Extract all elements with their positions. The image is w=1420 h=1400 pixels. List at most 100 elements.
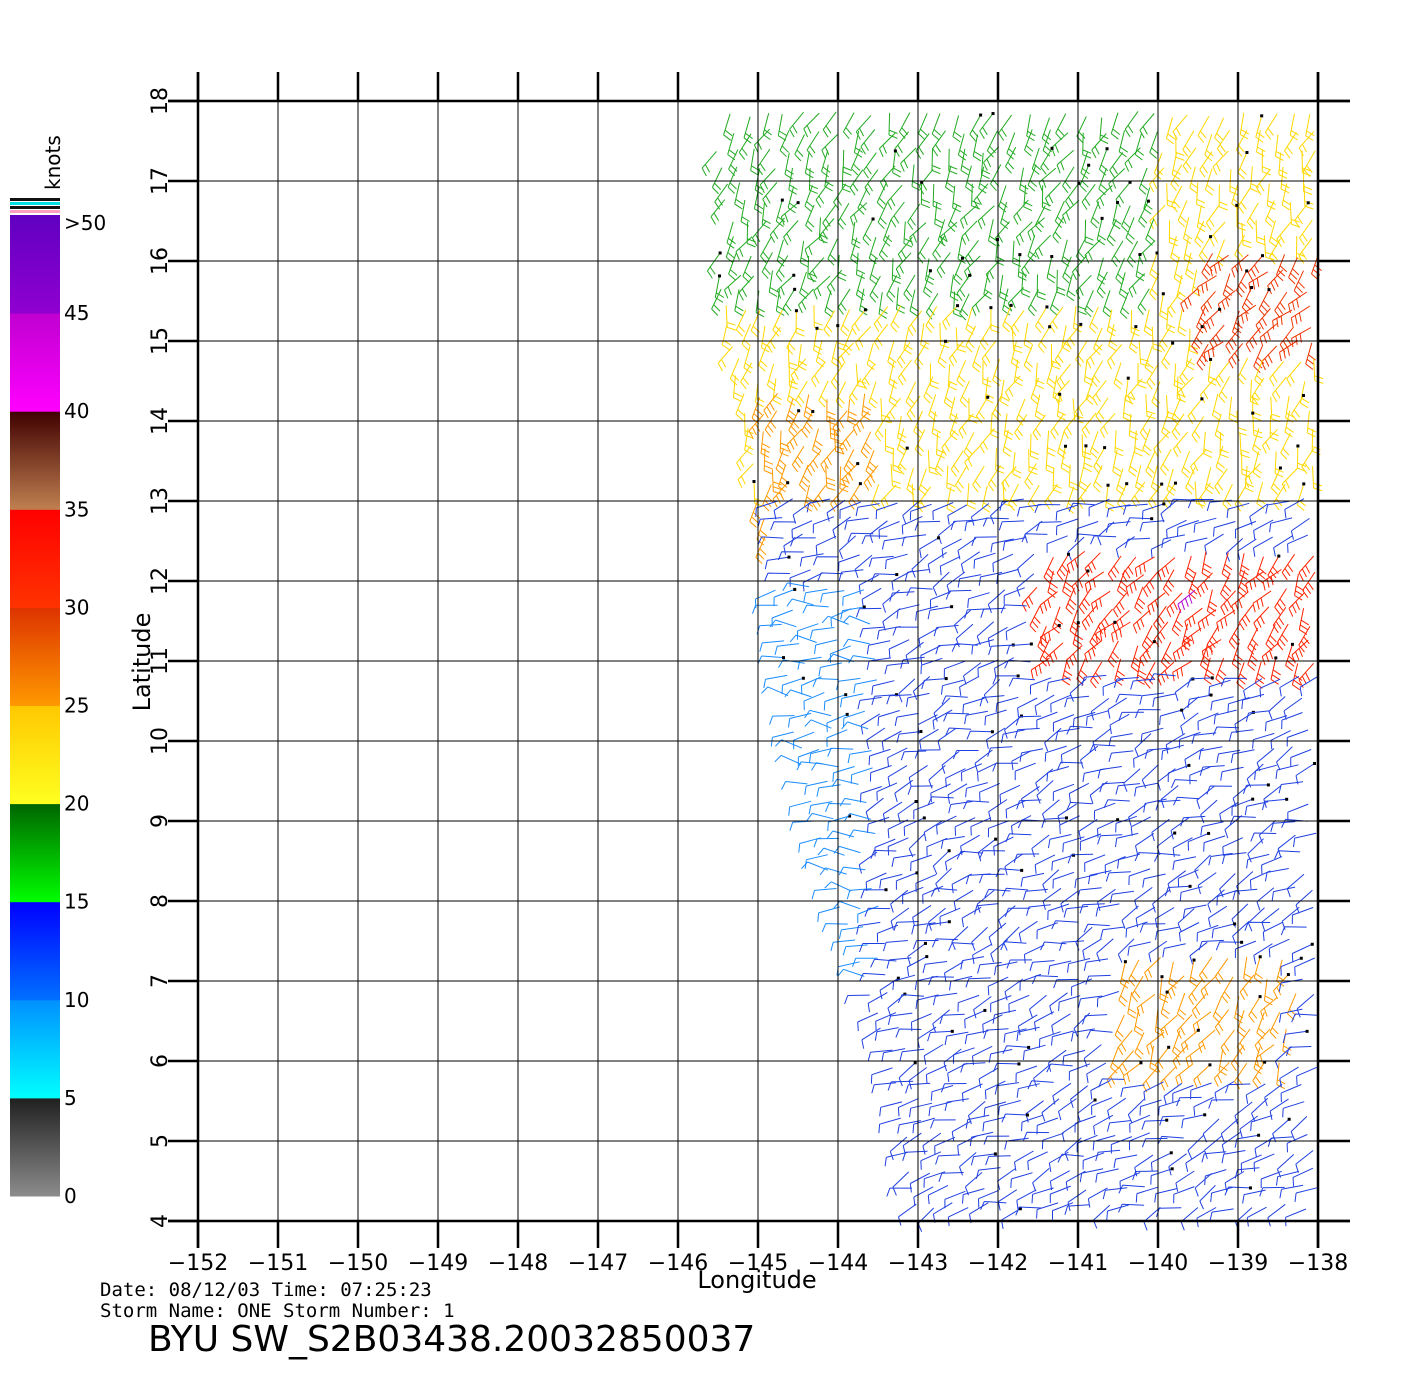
flag-marker [1200,397,1204,401]
wind-barb [965,325,977,353]
wind-barb [839,429,855,455]
wind-barb [804,719,832,729]
wind-barb [1034,205,1046,233]
wind-barb [1159,293,1169,321]
wind-barb [1255,556,1267,584]
flag-marker [1260,254,1264,258]
wind-barb [925,921,950,934]
wind-barb [1096,257,1107,285]
wind-barb [1000,379,1010,407]
wind-barb [1124,111,1139,138]
wind-barb [726,221,736,249]
wind-barb [1166,395,1177,421]
x-tick-label: −140 [1128,1251,1188,1276]
wind-barb [764,556,790,570]
wind-barb [1238,604,1254,631]
wind-barb [1075,340,1088,367]
wind-barb [1198,956,1213,983]
wind-barb [873,306,889,332]
wind-barb [1089,781,1108,804]
wind-barb [799,553,824,567]
wind-barb [842,944,868,956]
wind-barb [857,187,868,215]
wind-barb [981,340,997,367]
wind-barb [964,517,989,532]
wind-barb [1232,921,1250,945]
flag-marker [1063,444,1067,448]
x-tick-labels: −152 −151 −150 −149 −148 −147 −146 −145 −144 −143… [168,1251,1348,1276]
wind-barb [812,428,823,456]
wind-barb [1207,889,1225,913]
wind-barb [1196,343,1209,371]
wind-barb [1118,979,1128,1007]
wind-barb [902,1150,928,1161]
wind-barb [772,309,783,337]
wind-barb [1130,816,1152,836]
wind-barb [857,696,882,710]
wind-barb [868,237,879,265]
wind-barb [1291,907,1314,925]
flag-marker [1173,831,1177,835]
wind-barb [1082,938,1102,960]
colorbar-cap-stripe [10,198,60,201]
wind-barb [897,416,907,443]
wind-barb [998,114,1013,141]
wind-barb [1161,411,1171,439]
wind-barb [790,537,816,547]
wind-barb [1139,413,1153,441]
wind-barb [1062,836,1085,853]
wind-barb [1270,657,1281,685]
x-tick-label: −151 [248,1251,308,1276]
wind-barb [1047,903,1070,921]
wind-barb [1055,504,1078,521]
wind-barb [864,169,879,196]
product-id: BYU SW_S2B03438.20032850037 [148,1319,755,1360]
wind-barb [1015,715,1042,726]
wind-barb [1039,625,1060,646]
wind-barb [1172,639,1192,663]
wind-barb [1017,553,1035,578]
wind-barb [909,1172,931,1193]
wind-barb [827,747,854,757]
wind-barb [1191,732,1217,745]
wind-barb [941,751,960,774]
wind-barb [1096,218,1107,246]
wind-barb [1034,394,1045,422]
wind-barb [1083,958,1109,972]
wind-barb [922,961,948,974]
wind-barb [1281,554,1296,581]
wind-barb [1265,624,1277,651]
wind-barb [728,253,738,281]
wind-barb [932,850,950,875]
wind-barb [1072,622,1084,650]
flag-marker [979,113,983,117]
wind-barb [870,1067,893,1084]
wind-barb [1074,873,1098,889]
wind-barb [1274,451,1284,478]
wind-barb [979,850,1006,860]
wind-barb [929,363,939,390]
wind-barb [781,781,808,790]
wind-barb [1056,554,1069,581]
wind-barb [1027,217,1045,241]
flag-marker [1187,763,1191,767]
wind-barb [958,413,974,439]
wind-barb [1095,1149,1121,1162]
wind-barb [1034,504,1061,514]
wind-barb [979,428,995,454]
wind-barb [1166,519,1187,539]
wind-barb [1168,220,1178,247]
wind-barb [775,255,789,282]
y-tick-label: 11 [148,647,173,675]
wind-barb [1002,305,1012,333]
wind-barb [1029,433,1039,460]
wind-barb [797,656,822,670]
wind-barb [1185,1044,1204,1067]
wind-barb [1234,940,1257,958]
flag-marker [956,304,960,308]
wind-barb [936,252,951,278]
wind-barb [1276,254,1288,282]
wind-barb [1241,693,1265,710]
wind-barb [1177,376,1194,402]
wind-barb [1270,467,1281,495]
